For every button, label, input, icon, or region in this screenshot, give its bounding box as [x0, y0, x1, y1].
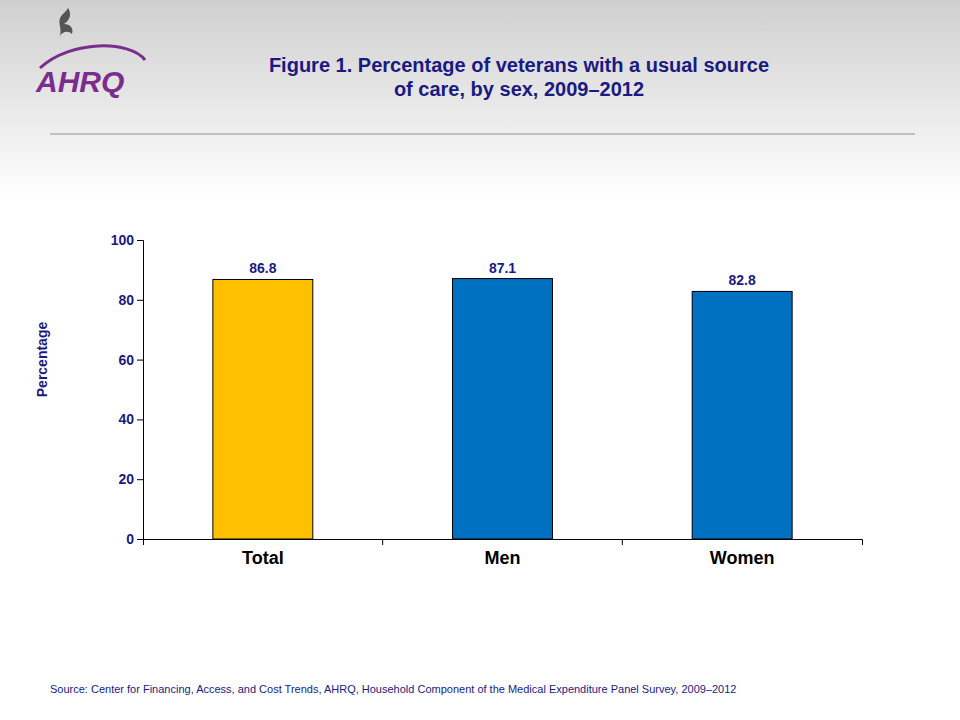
- source-note: Source: Center for Financing, Access, an…: [50, 683, 736, 695]
- y-tick-mark: [137, 360, 143, 361]
- y-tick-mark: [137, 240, 143, 241]
- category-separator: [622, 539, 623, 545]
- y-tick-mark: [137, 419, 143, 420]
- x-tick-label: Women: [710, 548, 775, 568]
- bar: [692, 291, 792, 539]
- x-tick: Men: [485, 539, 521, 568]
- y-tick-mark: [137, 479, 143, 480]
- y-tick-label: 0: [126, 531, 134, 547]
- data-label: 82.8: [729, 272, 756, 288]
- logo-text: AHRQ: [35, 65, 124, 98]
- y-tick: 20: [118, 471, 143, 487]
- y-axis-line: [137, 241, 144, 540]
- data-labels: 86.8 87.1 82.8: [249, 260, 756, 289]
- category-separator: [382, 539, 383, 545]
- y-tick: 100: [111, 232, 143, 248]
- x-axis: Total Men Women: [144, 539, 863, 568]
- background: [0, 0, 960, 200]
- title: Figure 1. Percentage of veterans with a …: [269, 54, 769, 100]
- y-tick: 40: [118, 411, 143, 427]
- y-tick: 60: [118, 352, 143, 368]
- data-label: 87.1: [489, 260, 516, 276]
- bars: [213, 279, 792, 539]
- y-tick-label: 80: [118, 292, 134, 308]
- bar: [453, 279, 553, 539]
- bar: [213, 279, 313, 539]
- y-tick-label: 40: [118, 411, 134, 427]
- y-tick-label: 100: [111, 232, 135, 248]
- x-tick-label: Men: [485, 548, 521, 568]
- title-line: Figure 1. Percentage of veterans with a …: [269, 54, 769, 76]
- logo-eagle: [59, 8, 72, 36]
- x-tick: Total: [242, 539, 284, 568]
- y-tick: 80: [118, 292, 143, 308]
- data-label: 86.8: [249, 260, 276, 276]
- y-tick-mark: [137, 539, 143, 540]
- chart-root: AHRQ Figure 1. Percentage of veterans wit…: [0, 0, 960, 720]
- title-line: of care, by sex, 2009–2012: [394, 78, 644, 100]
- y-tick-label: 60: [118, 352, 134, 368]
- y-tick-label: 20: [118, 471, 134, 487]
- y-tick-mark: [137, 300, 143, 301]
- y-axis: 0 20 40 60 80 100: [111, 232, 144, 547]
- header-rule: [50, 133, 915, 135]
- x-tick: Women: [710, 539, 775, 568]
- x-axis-line: [144, 540, 863, 546]
- y-axis-title: Percentage: [34, 322, 50, 398]
- x-tick-label: Total: [242, 548, 284, 568]
- logo: AHRQ: [35, 8, 145, 98]
- y-tick: 0: [126, 531, 143, 547]
